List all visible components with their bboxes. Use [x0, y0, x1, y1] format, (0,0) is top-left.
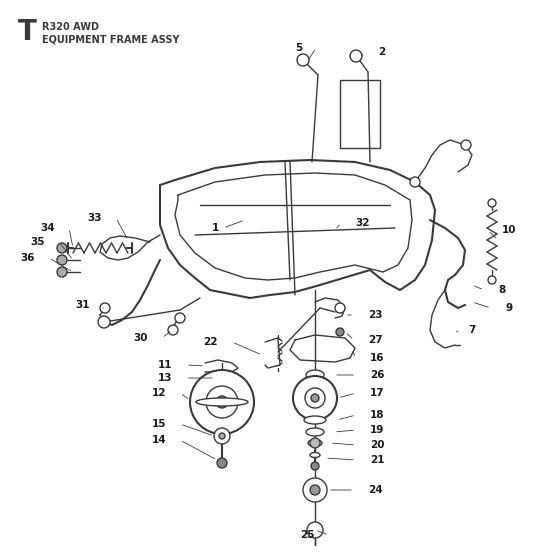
Ellipse shape	[306, 370, 324, 380]
Text: 12: 12	[152, 388, 166, 398]
Circle shape	[214, 428, 230, 444]
Ellipse shape	[304, 416, 326, 424]
Text: 18: 18	[370, 410, 385, 420]
Text: 23: 23	[368, 310, 382, 320]
Circle shape	[57, 267, 67, 277]
Text: 19: 19	[370, 425, 384, 435]
Text: 22: 22	[203, 337, 218, 347]
Text: 24: 24	[368, 485, 382, 495]
Circle shape	[305, 388, 325, 408]
Circle shape	[100, 303, 110, 313]
Circle shape	[410, 177, 420, 187]
Circle shape	[488, 199, 496, 207]
Circle shape	[311, 462, 319, 470]
Text: 14: 14	[151, 435, 166, 445]
Text: 10: 10	[502, 225, 516, 235]
Circle shape	[190, 370, 254, 434]
Circle shape	[310, 438, 320, 448]
Text: R320 AWD: R320 AWD	[42, 22, 99, 32]
Text: 25: 25	[301, 530, 315, 540]
Circle shape	[219, 375, 225, 381]
Circle shape	[336, 328, 344, 336]
Circle shape	[215, 371, 229, 385]
Circle shape	[311, 394, 319, 402]
Text: 35: 35	[30, 237, 45, 247]
Text: 7: 7	[468, 325, 475, 335]
Text: 32: 32	[355, 218, 370, 228]
Text: 21: 21	[370, 455, 385, 465]
Circle shape	[488, 276, 496, 284]
Text: 34: 34	[40, 223, 55, 233]
Text: 30: 30	[133, 333, 148, 343]
Text: 17: 17	[370, 388, 385, 398]
Text: 27: 27	[368, 335, 382, 345]
Circle shape	[217, 458, 227, 468]
Circle shape	[461, 140, 471, 150]
Text: 2: 2	[378, 47, 385, 57]
Text: 9: 9	[505, 303, 512, 313]
Text: 36: 36	[21, 253, 35, 263]
Text: 5: 5	[295, 43, 302, 53]
Circle shape	[98, 316, 110, 328]
Text: EQUIPMENT FRAME ASSY: EQUIPMENT FRAME ASSY	[42, 34, 180, 44]
Ellipse shape	[310, 452, 320, 458]
Text: 33: 33	[87, 213, 102, 223]
Text: 26: 26	[370, 370, 385, 380]
Text: 20: 20	[370, 440, 385, 450]
Text: 1: 1	[211, 223, 218, 233]
Circle shape	[206, 386, 238, 418]
Text: 31: 31	[76, 300, 90, 310]
Circle shape	[57, 255, 67, 265]
Circle shape	[303, 478, 327, 502]
Text: 13: 13	[157, 373, 172, 383]
Text: 8: 8	[498, 285, 505, 295]
Ellipse shape	[308, 440, 322, 446]
Circle shape	[307, 522, 323, 538]
Ellipse shape	[306, 428, 324, 436]
Circle shape	[168, 325, 178, 335]
Text: 16: 16	[370, 353, 385, 363]
Circle shape	[57, 243, 67, 253]
Circle shape	[310, 485, 320, 495]
Text: T: T	[18, 18, 37, 46]
Circle shape	[293, 376, 337, 420]
Circle shape	[350, 50, 362, 62]
Text: 11: 11	[157, 360, 172, 370]
Circle shape	[219, 433, 225, 439]
Circle shape	[216, 396, 228, 408]
Circle shape	[335, 303, 345, 313]
Circle shape	[297, 54, 309, 66]
Circle shape	[175, 313, 185, 323]
Text: 15: 15	[152, 419, 166, 429]
Ellipse shape	[196, 398, 248, 406]
